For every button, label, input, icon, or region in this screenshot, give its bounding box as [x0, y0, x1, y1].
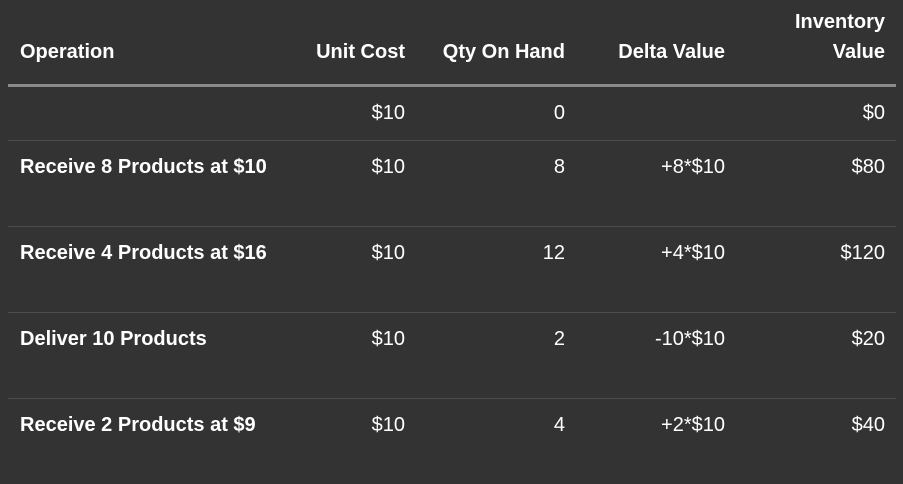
cell-qty-on-hand: 8: [553, 156, 565, 178]
cell-qty-on-hand: 0: [553, 102, 565, 124]
header-inventory-value: Inventory Value: [794, 11, 885, 63]
cell-delta-value: +2*$10: [661, 414, 725, 436]
cell-inventory-value: $120: [840, 242, 886, 264]
cell-qty-on-hand: 2: [553, 328, 565, 350]
header-operation: Operation: [20, 41, 115, 63]
inventory-valuation-table: Operation Unit Cost Qty On Hand Delta Va…: [8, 0, 896, 484]
cell-unit-cost: $10: [371, 414, 405, 436]
cell-delta-value: -10*$10: [654, 328, 725, 350]
header-unit-cost: Unit Cost: [316, 41, 405, 63]
table-row: Receive 4 Products at $16 $10 12 +4*$10 …: [8, 227, 896, 313]
cell-delta-value: +4*$10: [661, 242, 725, 264]
cell-unit-cost: $10: [371, 242, 405, 264]
table-row: $10 0 $0: [8, 87, 896, 141]
table-row: Deliver 10 Products $10 2 -10*$10 $20: [8, 313, 896, 399]
cell-operation: Receive 2 Products at $9: [20, 414, 256, 436]
cell-qty-on-hand: 12: [542, 242, 565, 264]
cell-unit-cost: $10: [371, 102, 405, 124]
cell-qty-on-hand: 4: [553, 414, 565, 436]
cell-operation: Deliver 10 Products: [20, 328, 207, 350]
header-delta-value: Delta Value: [618, 41, 725, 63]
cell-inventory-value: $80: [851, 156, 885, 178]
table-header-row: Operation Unit Cost Qty On Hand Delta Va…: [8, 0, 896, 87]
table-row: Receive 2 Products at $9 $10 4 +2*$10 $4…: [8, 399, 896, 484]
cell-operation: Receive 4 Products at $16: [20, 242, 267, 264]
cell-inventory-value: $20: [851, 328, 885, 350]
header-qty-on-hand: Qty On Hand: [442, 41, 565, 63]
cell-inventory-value: $40: [851, 414, 885, 436]
cell-delta-value: +8*$10: [661, 156, 725, 178]
cell-operation: Receive 8 Products at $10: [20, 156, 267, 178]
cell-unit-cost: $10: [371, 156, 405, 178]
cell-inventory-value: $0: [862, 102, 885, 124]
table-row: Receive 8 Products at $10 $10 8 +8*$10 $…: [8, 141, 896, 227]
cell-unit-cost: $10: [371, 328, 405, 350]
